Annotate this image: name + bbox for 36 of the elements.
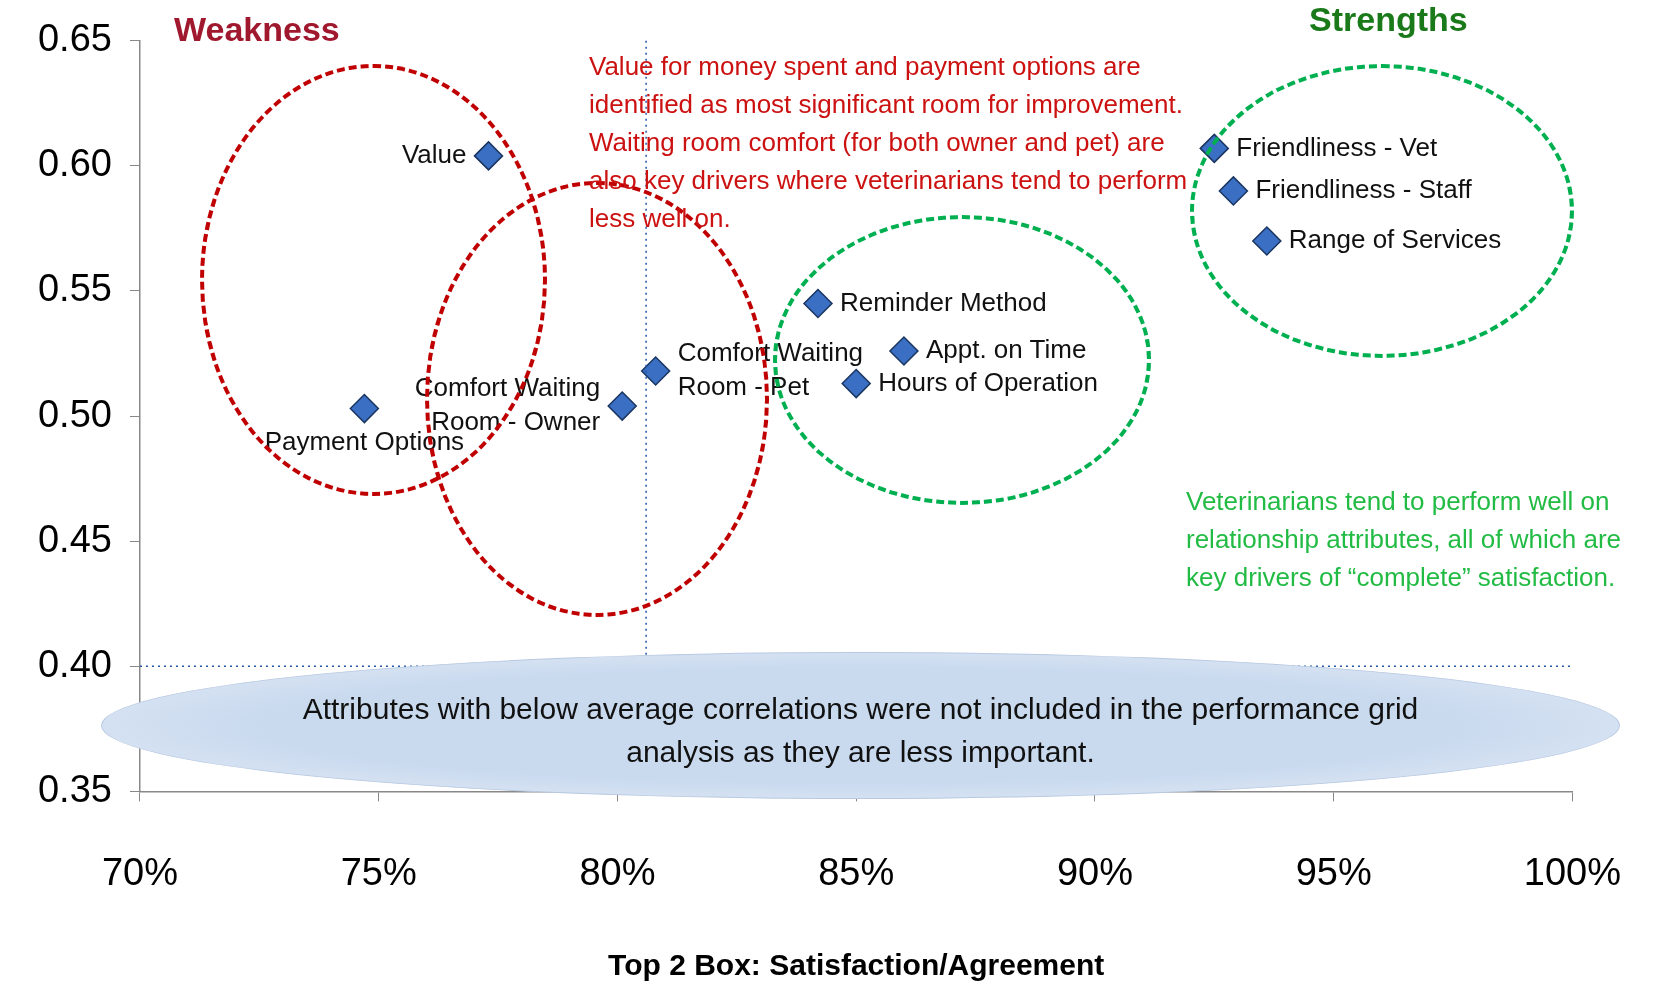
annotation: Veterinarians tend to perform well on relationship attributes, all of which are key drivers of “complete” satisfaction. xyxy=(1186,485,1622,594)
y-tick-label: 0.60 xyxy=(37,142,112,185)
annotation: Attributes with below average correlations were not included in the performance grid analysis as they are less important. xyxy=(301,690,1420,770)
y-tick-label: 0.45 xyxy=(37,517,112,560)
y-tick-label: 0.55 xyxy=(37,267,112,310)
y-tick-label: 0.40 xyxy=(37,642,112,685)
x-tick-label: 70% xyxy=(101,850,178,893)
y-tick-label: 0.35 xyxy=(37,767,112,810)
y-tick-label: 0.50 xyxy=(37,392,112,435)
point xyxy=(803,288,833,319)
point xyxy=(889,336,919,366)
x-axis-title: Top 2 Box: Satisfaction/Agreement xyxy=(608,948,1105,982)
series-label: Comfort Waiting Room - Pet xyxy=(677,337,864,402)
x-tick-label: 100% xyxy=(1523,850,1622,893)
point xyxy=(1252,226,1282,256)
point xyxy=(1218,176,1249,206)
text: Strengths xyxy=(1309,0,1468,38)
point xyxy=(349,393,380,424)
series-label: Range of Services xyxy=(1288,224,1502,255)
x-tick-label: 90% xyxy=(1056,850,1133,893)
series-label: Appt. on Time xyxy=(925,334,1087,365)
point xyxy=(841,368,871,399)
x-tick-label: 75% xyxy=(340,850,417,893)
series-label: Value xyxy=(401,139,467,170)
annotation: Weakness xyxy=(174,10,340,48)
series-label: Friendliness - Vet xyxy=(1236,131,1438,162)
point xyxy=(473,141,504,171)
point xyxy=(607,391,637,421)
x-tick-label: 80% xyxy=(579,850,656,893)
y-tick-label: 0.65 xyxy=(37,17,112,60)
series-label: Hours of Operation xyxy=(878,366,1098,397)
x-tick-label: 95% xyxy=(1295,850,1372,893)
x-tick-label: 85% xyxy=(818,850,895,893)
series-label: Friendliness - Staff xyxy=(1255,174,1473,205)
point xyxy=(640,356,671,386)
series-label: Reminder Method xyxy=(839,286,1047,317)
